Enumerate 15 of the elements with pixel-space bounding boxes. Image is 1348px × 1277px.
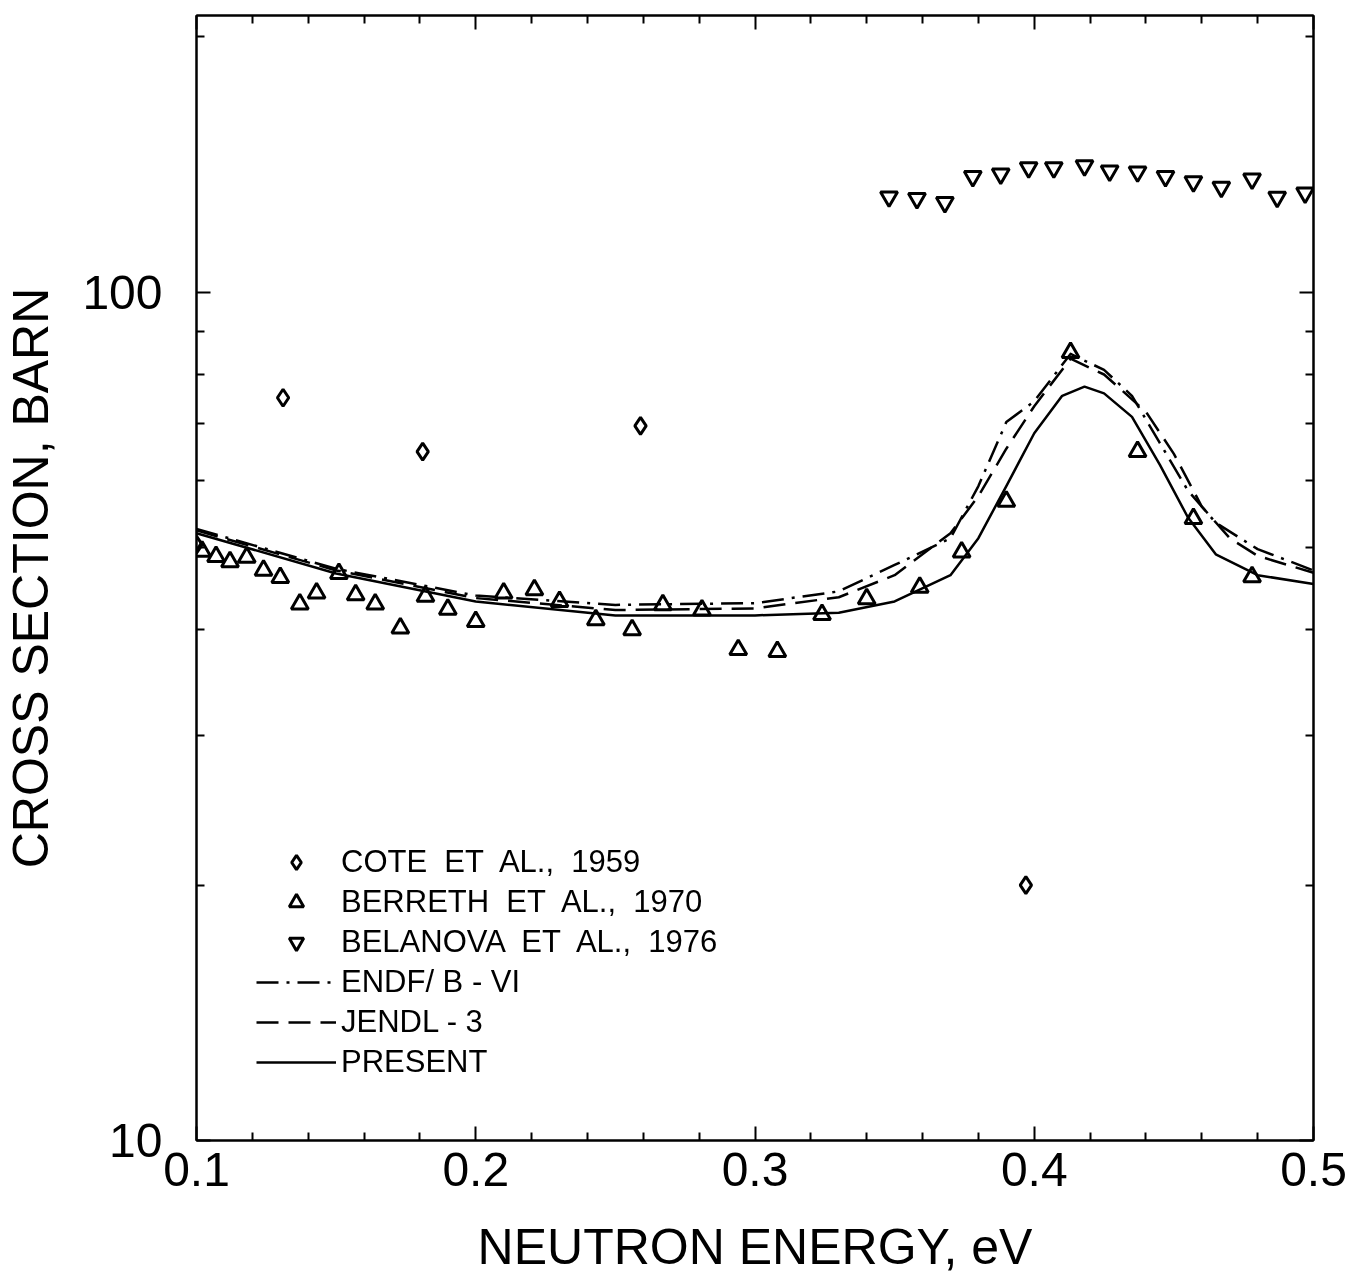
x-tick-label: 0.3 (721, 1142, 789, 1196)
legend-label: JENDL - 3 (341, 1004, 483, 1040)
legend-label: ENDF/ B - VI (341, 964, 521, 1000)
y-tick-label: 10 (109, 1114, 163, 1167)
x-tick-label: 0.2 (442, 1142, 510, 1196)
y-tick-label: 100 (82, 265, 163, 319)
legend-label: BELANOVA ET AL., 1976 (341, 924, 718, 960)
legend-label: COTE ET AL., 1959 (341, 844, 641, 880)
x-tick-label: 0.1 (163, 1142, 230, 1196)
legend-label: BERRETH ET AL., 1970 (341, 884, 703, 920)
x-axis-title: NEUTRON ENERGY, eV (477, 1218, 1034, 1275)
legend-label: PRESENT (341, 1044, 488, 1080)
x-tick-label: 0.4 (1000, 1142, 1068, 1196)
x-tick-label: 0.5 (1280, 1142, 1347, 1196)
y-axis-title: CROSS SECTION, BARN (3, 287, 60, 869)
